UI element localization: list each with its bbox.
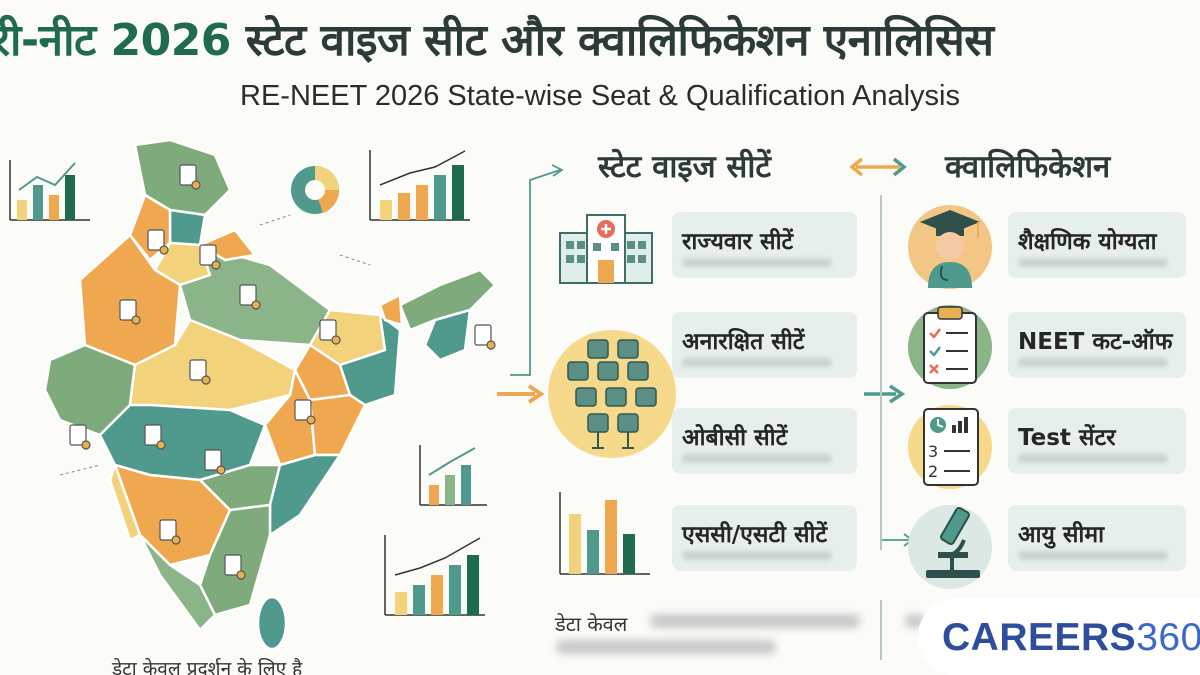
- seat-card-sc-st[interactable]: एससी/एसटी सीटें: [672, 505, 857, 571]
- swap-arrows-icon: [849, 157, 907, 177]
- growth-chart-icon: [369, 150, 470, 221]
- blurred-text: [650, 614, 860, 628]
- seat-card-statewise[interactable]: राज्यवार सीटें: [672, 212, 857, 278]
- seat-card-label: एससी/एसटी सीटें: [682, 522, 828, 548]
- hospital-icon: [559, 214, 653, 284]
- column-divider: [880, 195, 882, 550]
- qual-card-education[interactable]: शैक्षणिक योग्यता: [1008, 212, 1186, 278]
- title-accent: री-नीट 2026: [0, 15, 231, 66]
- data-note-mid: डेटा केवल: [555, 612, 628, 636]
- graduate-doctor-icon: [920, 210, 980, 288]
- certificate-badges: [69, 164, 496, 580]
- svg-text:3: 3: [928, 442, 938, 461]
- blurred-text: [556, 640, 776, 654]
- qual-card-test-center[interactable]: Test सेंटर: [1008, 408, 1186, 474]
- blurred-text: [1018, 258, 1168, 267]
- blurred-text: [682, 454, 832, 463]
- seat-column-heading: स्टेट वाइज सीटें: [598, 149, 771, 185]
- arrow-right-icon: [864, 384, 906, 404]
- growth-chart-icon: [419, 445, 487, 506]
- growth-chart-icon: [384, 535, 485, 616]
- page-title-english: RE-NEET 2026 State-wise Seat & Qualifica…: [240, 80, 960, 112]
- qual-card-label: आयु सीमा: [1018, 522, 1105, 548]
- microscope-icon: [926, 507, 980, 578]
- blurred-text: [1018, 358, 1168, 367]
- qual-card-label: शैक्षणिक योग्यता: [1018, 229, 1157, 255]
- page-title-hindi: री-नीट 2026 स्टेट वाइज सीट और क्वालिफिके…: [0, 8, 1200, 68]
- qual-card-label: Test सेंटर: [1018, 425, 1116, 451]
- brand-name: CAREERS: [942, 616, 1137, 659]
- qual-card-label: NEET कट-ऑफ: [1018, 329, 1173, 355]
- blurred-text: [682, 358, 832, 367]
- seat-card-obc[interactable]: ओबीसी सीटें: [672, 408, 857, 474]
- svg-text:2: 2: [928, 462, 938, 481]
- qual-card-age-limit[interactable]: आयु सीमा: [1008, 505, 1186, 571]
- brand-number: 360: [1136, 616, 1200, 659]
- seat-card-label: ओबीसी सीटें: [682, 425, 788, 451]
- qual-card-cutoff[interactable]: NEET कट-ऑफ: [1008, 312, 1186, 378]
- bar-chart-icon: [9, 160, 90, 221]
- arrow-right-icon: [497, 384, 545, 404]
- blurred-text: [682, 258, 832, 267]
- seats-icon: [567, 339, 657, 449]
- pie-chart-icon: [291, 166, 340, 214]
- title-rest: स्टेट वाइज सीट और क्वालिफिकेशन एनालिसिस: [245, 15, 994, 66]
- test-sheet-icon: 3 2: [923, 408, 979, 486]
- seat-card-label: राज्यवार सीटें: [682, 229, 794, 255]
- blurred-text: [1018, 551, 1168, 560]
- careers360-logo[interactable]: CAREERS360: [918, 598, 1200, 675]
- india-map-illustration: [43, 138, 497, 651]
- data-note-left: डेटा केवल प्रदर्शन के लिए है: [112, 658, 303, 675]
- seat-card-label: अनारक्षित सीटें: [682, 329, 805, 355]
- flow-arrow-icon: [510, 164, 564, 376]
- bar-chart-icon: [559, 492, 650, 575]
- qualification-column-heading: क्वालिफिकेशन: [945, 149, 1111, 185]
- column-divider: [880, 600, 882, 660]
- blurred-text: [682, 551, 832, 560]
- checklist-icon: [923, 306, 977, 384]
- blurred-text: [1018, 454, 1168, 463]
- seat-card-unreserved[interactable]: अनारक्षित सीटें: [672, 312, 857, 378]
